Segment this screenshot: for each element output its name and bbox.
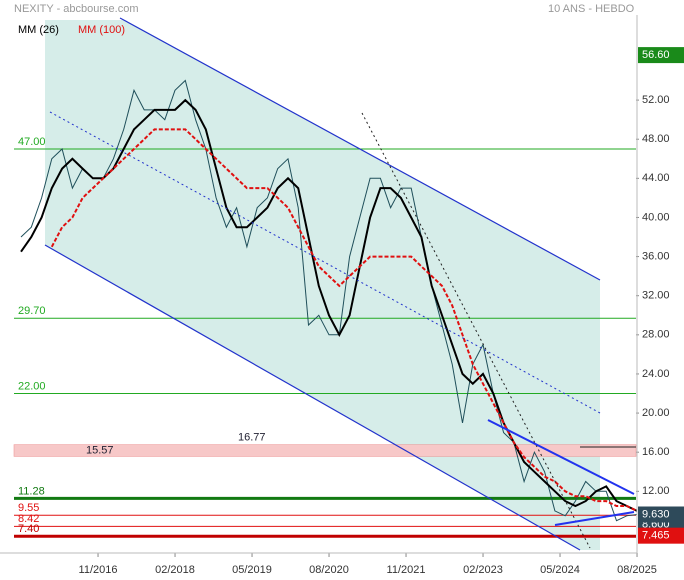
zone-label: 15.57 xyxy=(86,444,114,456)
price-tag xyxy=(638,527,684,544)
level-label: 29.70 xyxy=(18,305,46,317)
y-tick-label: 28.00 xyxy=(642,329,670,341)
zone-label: 16.77 xyxy=(238,432,266,444)
drawings xyxy=(44,17,636,551)
x-tick-label: 11/2016 xyxy=(79,564,118,576)
y-tick-label: 32.00 xyxy=(642,290,670,302)
y-tick-label: 12.00 xyxy=(642,485,670,497)
level-label: 7.40 xyxy=(18,523,39,535)
chart-title: NEXITY - abcbourse.com xyxy=(14,3,139,15)
trend-lower xyxy=(554,511,635,526)
y-tick-label: 48.00 xyxy=(642,133,670,145)
x-tick-label: 05/2019 xyxy=(232,564,272,576)
x-tick-label: 02/2023 xyxy=(463,564,503,576)
y-tick-label: 40.00 xyxy=(642,211,670,223)
price-tag-label: 9.630 xyxy=(642,508,670,520)
overlay: 15.5716.7747.0029.7022.0011.289.558.427.… xyxy=(0,15,684,576)
trend-upper xyxy=(487,419,635,495)
x-tick-label: 08/2020 xyxy=(309,564,349,576)
price-line xyxy=(20,79,637,522)
moving-average xyxy=(50,128,637,512)
x-tick-label: 08/2025 xyxy=(617,564,657,576)
y-tick-label: 36.00 xyxy=(642,250,670,262)
channel-lower xyxy=(44,244,581,551)
x-tick-label: 11/2021 xyxy=(387,564,426,576)
price-tag-label: 7.465 xyxy=(642,530,670,542)
y-tick-label: 20.00 xyxy=(642,407,670,419)
moving-average xyxy=(20,98,637,512)
legend-entry: MM (26) xyxy=(18,24,59,36)
y-tick-label: 52.00 xyxy=(642,94,670,106)
chart-subtitle: 10 ANS - HEBDO xyxy=(548,3,635,15)
x-tick-label: 02/2018 xyxy=(155,564,195,576)
price-tag-label: 56.60 xyxy=(642,49,670,61)
channel-upper xyxy=(119,17,601,281)
level-label: 22.00 xyxy=(18,380,46,392)
y-tick-label: 16.00 xyxy=(642,446,670,458)
zone-band xyxy=(13,444,637,457)
price-tag xyxy=(638,47,684,64)
y-tick-label: 24.00 xyxy=(642,368,670,380)
trend-dotted xyxy=(361,112,591,549)
level-label: 8.42 xyxy=(18,513,39,525)
x-tick-label: 05/2024 xyxy=(540,564,580,576)
legend-entry: MM (100) xyxy=(78,24,125,36)
y-tick-label: 44.00 xyxy=(642,172,670,184)
level-label: 47.00 xyxy=(18,136,46,148)
level-label: 11.28 xyxy=(18,485,45,497)
level-label: 9.55 xyxy=(18,502,39,514)
price-tag xyxy=(638,506,684,523)
plot xyxy=(13,79,637,538)
